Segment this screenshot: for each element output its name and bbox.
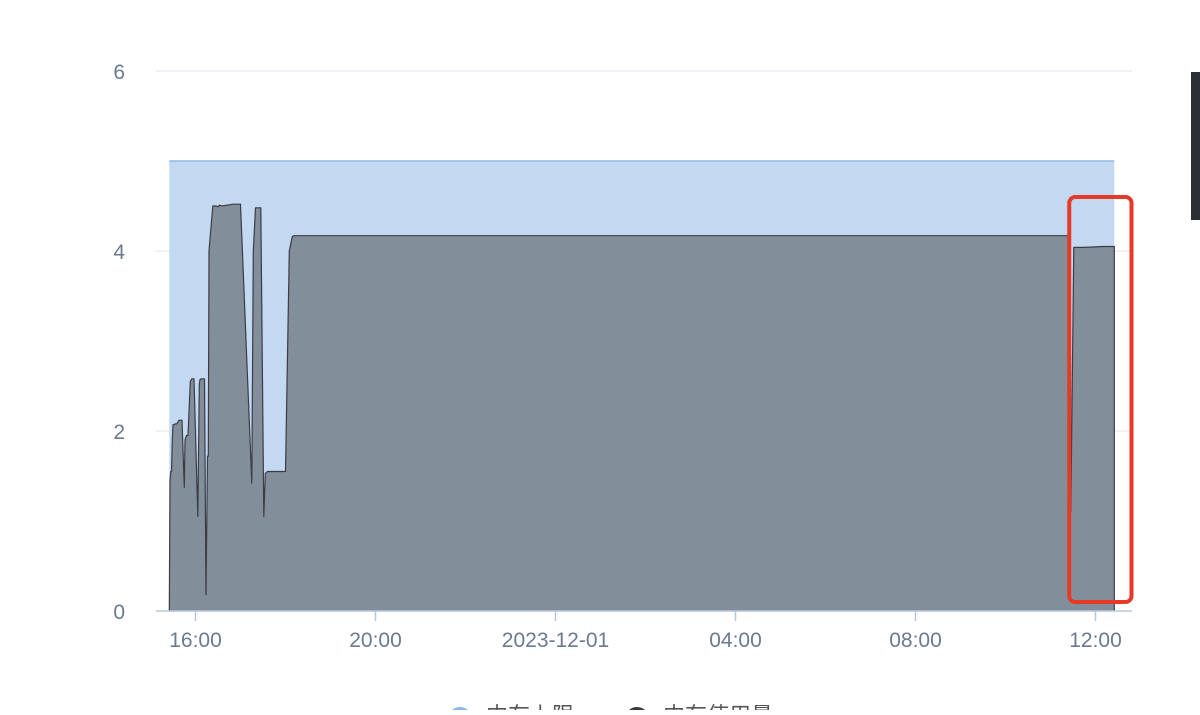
legend[interactable]: 内存上限 内存使用量: [448, 703, 773, 715]
y-tick-label: 4: [113, 241, 125, 264]
legend-label-1: 内存使用量: [663, 703, 773, 710]
series-line-1: [168, 203, 1115, 612]
x-tick-label: 16:00: [169, 629, 222, 652]
x-tick-label: 20:00: [349, 629, 402, 652]
y-tick-label: 0: [113, 601, 125, 624]
side-panel-edge: [1191, 72, 1200, 220]
x-tick-label: 2023-12-01: [502, 629, 609, 652]
x-tick-label: 04:00: [709, 629, 762, 652]
axes: 0 2 4 6 16:00 20:00 2023-12-01 04:00 08:00 12:00: [113, 61, 1132, 652]
y-tick-label: 6: [113, 61, 125, 84]
x-tick-label: 08:00: [889, 629, 942, 652]
y-tick-label: 2: [113, 421, 125, 444]
series-area-1: [169, 204, 1115, 611]
legend-label-0: 内存上限: [486, 703, 574, 710]
series-areas: [168, 160, 1115, 612]
annotations: [1067, 195, 1134, 604]
x-tick-label: 12:00: [1069, 629, 1122, 652]
highlight-box: [1067, 195, 1134, 604]
